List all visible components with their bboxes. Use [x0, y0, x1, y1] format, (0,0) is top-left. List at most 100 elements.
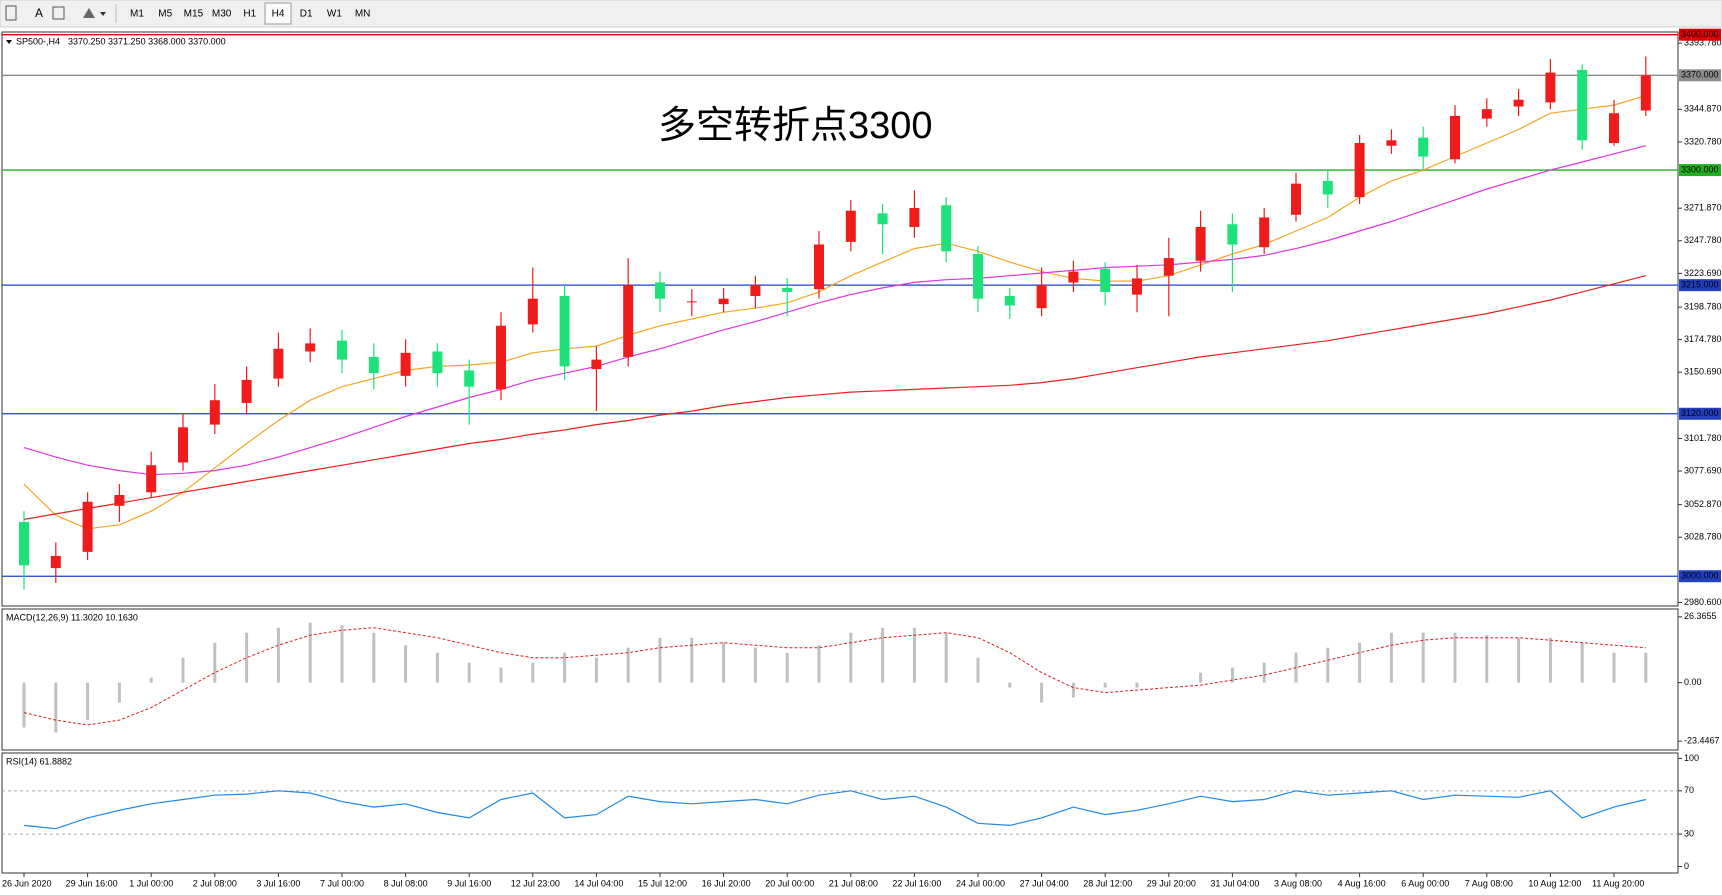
- macd-bar: [1644, 652, 1648, 683]
- candle-body: [1259, 217, 1270, 248]
- y-tick-label: 3052.870: [1684, 499, 1722, 509]
- level-label-box: [1679, 69, 1721, 82]
- candle-body: [432, 351, 443, 374]
- timeframe-button[interactable]: H1: [236, 3, 263, 24]
- icon-list[interactable]: [5, 5, 17, 21]
- button-face[interactable]: [293, 3, 320, 24]
- candle-body: [1068, 271, 1079, 283]
- timeframe-button[interactable]: M15: [180, 3, 207, 24]
- macd-bar: [467, 662, 471, 683]
- timeframe-button[interactable]: MN: [349, 3, 376, 24]
- candle-body: [559, 295, 570, 367]
- macd-bar: [1580, 642, 1584, 683]
- candle: [1640, 56, 1651, 116]
- candle-body: [1545, 72, 1556, 103]
- timeframe-button[interactable]: H4: [264, 2, 292, 25]
- button-face[interactable]: [236, 3, 263, 24]
- chart-title: SP500-,H4: [16, 36, 60, 46]
- level-label: 3300.000: [1681, 164, 1719, 174]
- candle-body: [1004, 295, 1015, 306]
- macd-bar: [1071, 682, 1075, 698]
- timeframe-button[interactable]: M5: [152, 3, 179, 24]
- button-face[interactable]: [208, 3, 235, 24]
- level-label: 3215.000: [1681, 280, 1719, 290]
- button-label[interactable]: W1: [327, 9, 342, 20]
- candle: [591, 346, 602, 412]
- button-face[interactable]: [349, 3, 376, 24]
- button-face[interactable]: [180, 3, 207, 24]
- macd-bar: [1358, 642, 1362, 683]
- candle: [718, 287, 729, 313]
- candle-body: [337, 340, 347, 360]
- button-label[interactable]: M30: [212, 9, 232, 20]
- candle-body: [845, 210, 856, 242]
- x-tick-label: 24 Jul 00:00: [956, 878, 1005, 888]
- y-tick-label: 3393.780: [1684, 38, 1722, 48]
- macd-bar: [658, 637, 662, 683]
- candle: [1036, 267, 1047, 317]
- moving-average: [23, 275, 1646, 520]
- candle-body: [1609, 113, 1619, 144]
- icon-shapes[interactable]: [83, 8, 95, 18]
- y-tick-label: 3198.780: [1684, 301, 1722, 311]
- timeframe-button[interactable]: D1: [293, 3, 320, 24]
- icon-dropdown[interactable]: [100, 12, 106, 16]
- candle-body: [655, 282, 665, 299]
- button-face[interactable]: [321, 3, 348, 24]
- candle-body: [1640, 75, 1651, 111]
- candle: [1004, 287, 1015, 319]
- macd-bar: [1103, 682, 1107, 688]
- button-label[interactable]: H4: [272, 9, 285, 20]
- panel-frame: [1, 752, 1679, 874]
- candle: [1513, 88, 1524, 116]
- button-face[interactable]: [124, 3, 150, 24]
- candle: [241, 366, 252, 414]
- macd-bar: [1262, 662, 1266, 683]
- x-tick-label: 12 Jul 23:00: [511, 878, 560, 888]
- button-face[interactable]: [152, 3, 179, 24]
- button-label[interactable]: M15: [184, 9, 204, 20]
- button-face[interactable]: [264, 2, 292, 25]
- candle: [114, 484, 125, 523]
- candle-body: [591, 359, 602, 370]
- x-tick-label: 15 Jul 12:00: [638, 878, 687, 888]
- candle-body: [527, 298, 538, 325]
- candle-body: [19, 522, 29, 566]
- candle: [1418, 126, 1429, 171]
- timeframe-button[interactable]: M1: [124, 3, 150, 24]
- panel: 3393.780 3344.870 3320.780 3271.870 3247.780…: [1, 28, 1722, 607]
- candle: [527, 267, 538, 333]
- timeframe-button[interactable]: M30: [208, 3, 235, 24]
- button-label[interactable]: M5: [158, 9, 172, 20]
- candle: [1100, 262, 1111, 306]
- y-tick-label: 26.3655: [1684, 611, 1717, 621]
- candle: [1450, 105, 1460, 164]
- candle: [464, 359, 475, 425]
- candle-body: [1291, 183, 1301, 215]
- icon-text-box[interactable]: [52, 6, 65, 20]
- macd-bar: [817, 645, 821, 683]
- candle: [1545, 59, 1556, 110]
- panel-title: MACD(12,26,9) 11.3020 10.1630: [6, 612, 138, 622]
- text-tool[interactable]: A: [35, 6, 43, 20]
- timeframe-button[interactable]: W1: [321, 3, 348, 24]
- y-tick-label: 0: [1684, 861, 1689, 871]
- candle-body: [50, 555, 61, 569]
- button-label[interactable]: M1: [130, 9, 144, 20]
- macd-bar: [1517, 637, 1521, 683]
- button-label[interactable]: MN: [355, 9, 371, 20]
- candle: [1354, 134, 1365, 204]
- button-label[interactable]: H1: [243, 9, 256, 20]
- candle-body: [877, 213, 888, 225]
- candle: [178, 413, 188, 471]
- level-label: 3000.000: [1681, 571, 1719, 581]
- candle-body: [82, 501, 93, 552]
- candle: [1259, 207, 1270, 255]
- x-tick-label: 11 Aug 20:00: [1592, 878, 1644, 888]
- macd-bar: [276, 627, 280, 683]
- level-label-box: [1679, 28, 1721, 41]
- button-label[interactable]: D1: [300, 9, 313, 20]
- candle: [1386, 129, 1397, 154]
